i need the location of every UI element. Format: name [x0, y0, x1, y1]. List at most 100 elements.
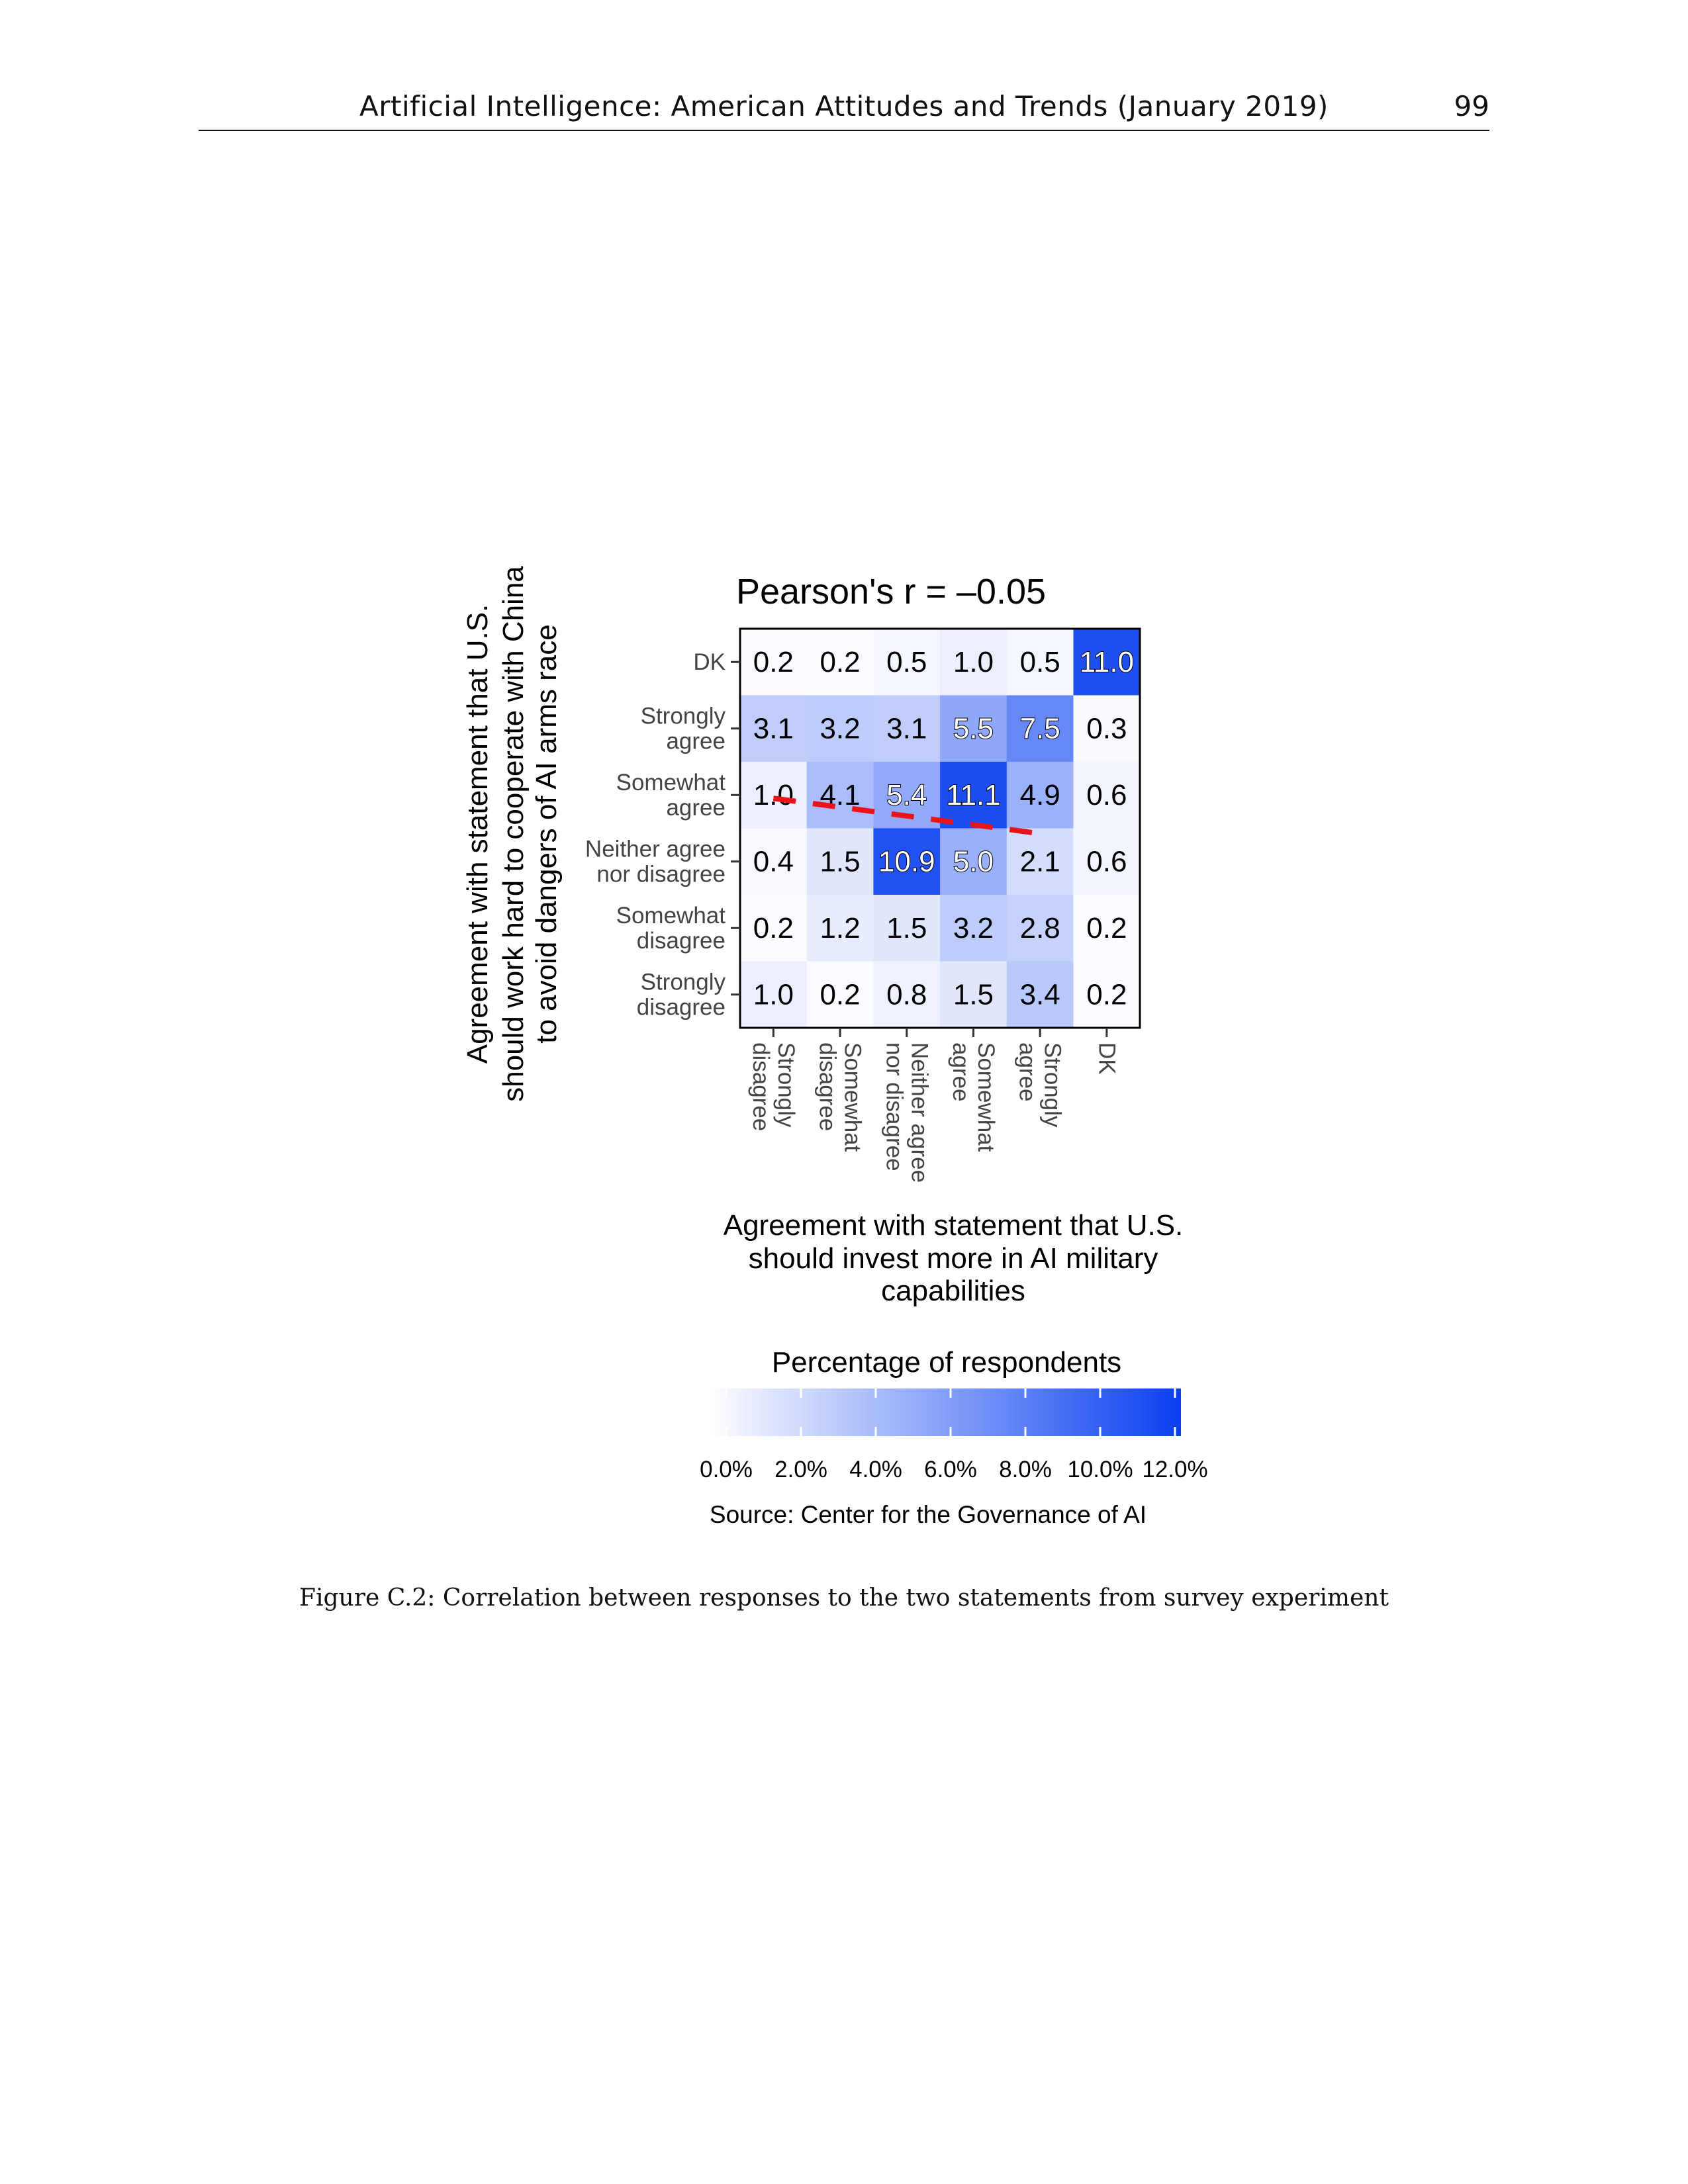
chart-title: Pearson's r = –0.05	[736, 572, 1046, 612]
heatmap-cell	[740, 629, 808, 696]
y-axis-title-line: to avoid dangers of AI arms race	[530, 624, 563, 1043]
heatmap-cell	[740, 695, 808, 762]
y-axis-title-line: Agreement with statement that U.S.	[461, 604, 494, 1064]
y-tick-label: disagree	[637, 994, 726, 1020]
x-tick-label: Neither agree	[906, 1042, 932, 1183]
heatmap-cell	[1073, 629, 1141, 696]
cell-value-label: 0.5	[886, 646, 927, 678]
legend-tick-label: 12.0%	[1142, 1457, 1207, 1482]
x-tick-label: nor disagree	[881, 1042, 907, 1171]
heatmap-cell	[940, 762, 1008, 829]
x-tick-label: agree	[948, 1042, 974, 1102]
heatmap-cell	[806, 895, 874, 962]
cell-value-label: 3.4	[1020, 978, 1060, 1011]
trend-line	[773, 796, 1041, 837]
legend-tick-label: 2.0%	[774, 1457, 827, 1482]
heatmap-cell	[940, 629, 1008, 696]
heatmap-cell	[1006, 961, 1074, 1028]
cell-value-label: 2.8	[1020, 912, 1060, 944]
heatmap-cell	[1073, 695, 1141, 762]
heatmap-cell	[873, 828, 941, 895]
heatmap-cell	[940, 695, 1008, 762]
cell-value-label: 1.2	[820, 912, 860, 944]
legend-tick-label: 8.0%	[999, 1457, 1052, 1482]
cell-value-label: 10.9	[878, 845, 935, 878]
x-tick-label: DK	[1094, 1042, 1119, 1075]
y-tick-label: Strongly	[641, 969, 726, 995]
heatmap-cell	[740, 828, 808, 895]
heatmap-cell	[940, 828, 1008, 895]
running-header-title: Artificial Intelligence: American Attitu…	[359, 90, 1329, 122]
y-tick-label: Somewhat	[616, 903, 726, 929]
cell-value-label: 5.5	[953, 712, 994, 745]
x-axis-title-line: capabilities	[881, 1275, 1025, 1307]
x-tick-label: agree	[1015, 1042, 1041, 1102]
cell-value-label: 3.1	[753, 712, 794, 745]
heatmap-cell	[1006, 828, 1074, 895]
x-tick-label: Strongly	[1040, 1042, 1066, 1128]
heatmap-cell	[806, 961, 874, 1028]
header-rule	[199, 130, 1489, 131]
cell-value-label: 0.8	[886, 978, 927, 1011]
heatmap-cell	[873, 895, 941, 962]
heatmap-cell	[1073, 961, 1141, 1028]
cell-value-label: 0.2	[820, 978, 860, 1011]
cell-value-label: 2.1	[1020, 845, 1060, 878]
legend-tick-label: 10.0%	[1067, 1457, 1133, 1482]
x-tick-label: disagree	[748, 1042, 774, 1131]
cell-value-label: 5.0	[953, 845, 994, 878]
heatmap-cell	[1006, 695, 1074, 762]
heatmap-cell	[873, 695, 941, 762]
heatmap-cell	[806, 629, 874, 696]
cell-value-label: 1.5	[953, 978, 994, 1011]
y-tick-label: nor disagree	[596, 861, 726, 887]
cell-value-label: 1.5	[886, 912, 927, 944]
cell-value-label: 0.4	[753, 845, 794, 878]
cell-value-label: 3.2	[820, 712, 860, 745]
cell-value-label: 0.2	[1086, 978, 1127, 1011]
heatmap-cell	[1073, 895, 1141, 962]
y-tick-label: agree	[666, 795, 726, 821]
heatmap-cells: 0.2 0.2 0.5 1.0 0.5 11.0 3.1 3.2 3.1 5.5 7.5 0.3 1.0…	[740, 629, 1141, 1028]
heatmap-cell	[1006, 629, 1074, 696]
cell-value-label: 1.0	[953, 646, 994, 678]
cell-value-label: 1.0	[753, 978, 794, 1011]
cell-value-label: 11.0	[1080, 646, 1134, 678]
heatmap-cell	[1006, 895, 1074, 962]
heatmap-cell	[1006, 762, 1074, 829]
y-tick-label: agree	[666, 728, 726, 754]
cell-value-label: 0.2	[820, 646, 860, 678]
heatmap-cell	[806, 828, 874, 895]
legend-colorbar	[710, 1388, 1181, 1436]
heatmap-cell	[873, 629, 941, 696]
heatmap-cell	[1073, 828, 1141, 895]
y-tick-label: Somewhat	[616, 770, 726, 796]
figure-caption: Figure C.2: Correlation between response…	[299, 1584, 1389, 1612]
legend-tick-label: 0.0%	[700, 1457, 753, 1482]
heatmap-cell	[806, 762, 874, 829]
y-tick-label: Strongly	[641, 703, 726, 729]
y-tick-label: DK	[693, 649, 726, 675]
x-tick-label: Somewhat	[973, 1042, 999, 1152]
source-note: Source: Center for the Governance of AI	[710, 1501, 1147, 1528]
x-axis-title-line: Agreement with statement that U.S.	[724, 1209, 1184, 1242]
y-axis-title-line: should work hard to cooperate with China	[497, 566, 530, 1102]
heatmap-cell	[806, 695, 874, 762]
cell-value-label: 0.2	[753, 912, 794, 944]
heatmap-cell	[740, 762, 808, 829]
y-tick-label: Neither agree	[585, 836, 726, 862]
cell-value-label: 1.5	[820, 845, 860, 878]
heatmap-cell	[873, 961, 941, 1028]
cell-value-label: 0.3	[1086, 712, 1127, 745]
heatmap-cell	[940, 895, 1008, 962]
cell-value-label: 0.6	[1086, 779, 1127, 811]
legend-ticks: 0.0% 2.0% 4.0% 6.0% 8.0% 10.0% 12.0%	[700, 1388, 1208, 1482]
cell-value-label: 4.9	[1020, 779, 1060, 811]
plot-border	[739, 627, 1141, 1029]
y-axis-title: Agreement with statement that U.S. should…	[461, 566, 563, 1102]
cell-value-label: 5.4	[886, 779, 927, 811]
x-tick-label: Strongly	[773, 1042, 799, 1128]
